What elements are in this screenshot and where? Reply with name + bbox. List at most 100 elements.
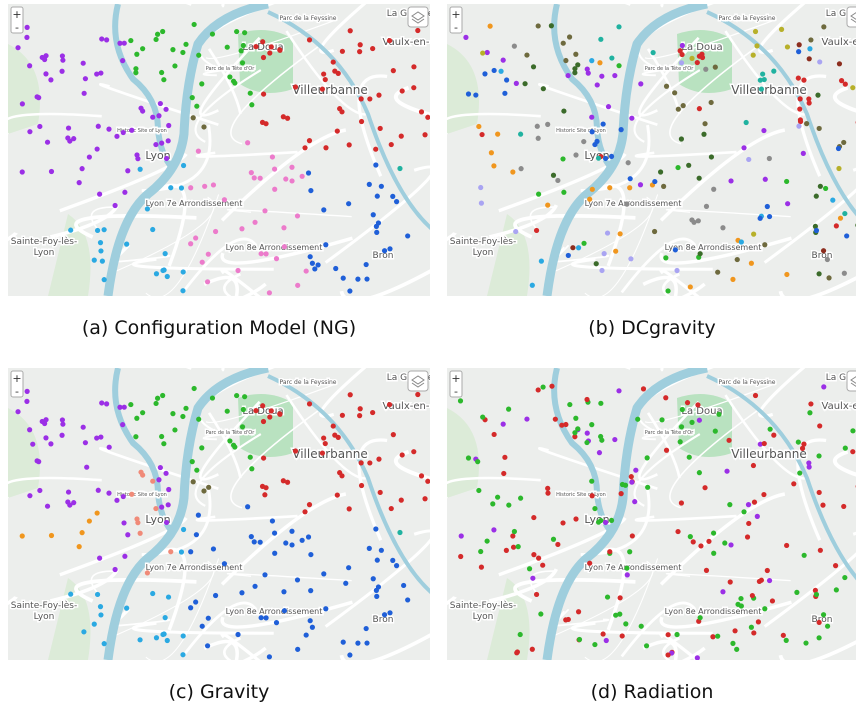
station-dot [160, 28, 166, 35]
station-dot [488, 150, 494, 156]
station-dot [589, 493, 595, 499]
station-dot [618, 491, 624, 497]
road [223, 272, 241, 296]
road [8, 231, 18, 242]
station-dot [180, 633, 186, 639]
station-dot [511, 43, 517, 49]
station-dot [563, 617, 569, 623]
zoom-out[interactable]: - [15, 385, 19, 398]
station-dot [235, 631, 241, 638]
station-dot [796, 42, 802, 48]
station-dot [232, 80, 238, 86]
station-dot [242, 30, 248, 36]
station-dot [797, 117, 804, 123]
station-dot [260, 418, 267, 425]
road [59, 516, 188, 577]
park [487, 214, 530, 296]
road [620, 237, 697, 294]
station-dot [248, 170, 254, 176]
station-dot [503, 547, 509, 553]
zoom-in[interactable]: + [12, 372, 21, 385]
place-label: Lyon 7e Arrondissement [585, 199, 682, 208]
station-dot [536, 555, 542, 561]
station-dot [154, 395, 161, 401]
station-dot [262, 208, 268, 214]
zoom-out[interactable]: - [15, 21, 19, 34]
station-dot [308, 551, 314, 558]
layers-control[interactable] [846, 6, 856, 28]
station-dot [748, 624, 754, 630]
station-dot [627, 549, 633, 555]
map-panel: La Doua Villeurbanne Vaulx-en- Lyon Parc de … [447, 368, 856, 660]
station-dot [728, 542, 734, 548]
station-dot [514, 650, 520, 656]
station-dot [665, 288, 671, 294]
station-dot [94, 435, 100, 441]
layers-control[interactable] [846, 370, 856, 392]
station-dot [82, 76, 89, 82]
station-dot [252, 219, 258, 225]
station-dot [511, 528, 518, 535]
station-dot [122, 189, 128, 195]
station-dot [272, 550, 278, 556]
station-dot [842, 81, 848, 87]
road [584, 194, 659, 296]
station-dot [199, 259, 205, 265]
station-dot [425, 478, 430, 484]
station-dot [42, 56, 48, 63]
station-dot [730, 640, 736, 646]
zoom-in[interactable]: + [451, 8, 460, 21]
station-dot [465, 91, 472, 97]
station-dot [750, 462, 757, 469]
station-dot [162, 251, 168, 257]
station-dot [271, 166, 278, 172]
station-dot [258, 615, 264, 621]
road [552, 254, 610, 263]
zoom-in[interactable]: + [451, 372, 460, 385]
station-dot [824, 256, 830, 263]
station-dot [137, 530, 143, 536]
station-dot [738, 595, 744, 602]
station-dot [812, 587, 818, 593]
station-dot [59, 432, 65, 438]
station-dot [232, 444, 238, 450]
road [625, 4, 631, 6]
zoom-out[interactable]: - [454, 21, 458, 34]
station-dot [125, 168, 131, 174]
station-dot [761, 127, 767, 134]
layers-control[interactable] [407, 370, 429, 392]
station-dot [80, 424, 86, 430]
station-dot [242, 394, 248, 400]
station-dot [575, 426, 581, 432]
station-dot [346, 506, 352, 512]
station-dot [366, 545, 372, 551]
station-dot [711, 186, 717, 192]
road [447, 231, 457, 242]
road [488, 568, 558, 603]
station-dot [106, 490, 112, 496]
station-dot [703, 203, 710, 209]
layers-control[interactable] [407, 6, 429, 28]
station-dot [137, 637, 143, 643]
station-dot [240, 42, 246, 49]
station-dot [247, 90, 253, 96]
station-dot [663, 255, 669, 261]
road [724, 30, 805, 116]
station-dot [561, 189, 567, 195]
station-dot [399, 88, 405, 94]
place-label: Lyon 7e Arrondissement [585, 563, 682, 572]
station-dot [106, 126, 112, 132]
station-dot [752, 392, 759, 399]
station-dot [98, 70, 104, 76]
station-dot [27, 63, 33, 69]
road [242, 282, 267, 296]
station-dot [347, 652, 353, 658]
station-dot [295, 282, 301, 288]
station-dot [373, 162, 379, 168]
station-dot [538, 258, 544, 264]
station-dot [239, 60, 246, 66]
station-dot [43, 71, 49, 77]
zoom-in[interactable]: + [12, 8, 21, 21]
zoom-out[interactable]: - [454, 385, 458, 398]
station-dot [205, 615, 211, 621]
